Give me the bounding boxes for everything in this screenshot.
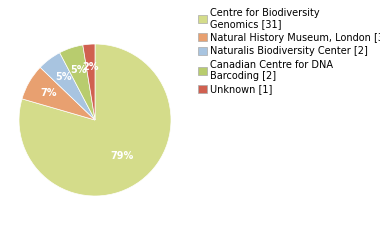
- Text: 5%: 5%: [70, 65, 86, 75]
- Wedge shape: [40, 53, 95, 120]
- Wedge shape: [60, 45, 95, 120]
- Text: 79%: 79%: [111, 151, 134, 162]
- Text: 5%: 5%: [55, 72, 71, 83]
- Wedge shape: [22, 67, 95, 120]
- Text: 2%: 2%: [82, 62, 99, 72]
- Wedge shape: [83, 44, 95, 120]
- Text: 7%: 7%: [41, 88, 57, 98]
- Legend: Centre for Biodiversity
Genomics [31], Natural History Museum, London [3], Natur: Centre for Biodiversity Genomics [31], N…: [195, 5, 380, 97]
- Wedge shape: [19, 44, 171, 196]
